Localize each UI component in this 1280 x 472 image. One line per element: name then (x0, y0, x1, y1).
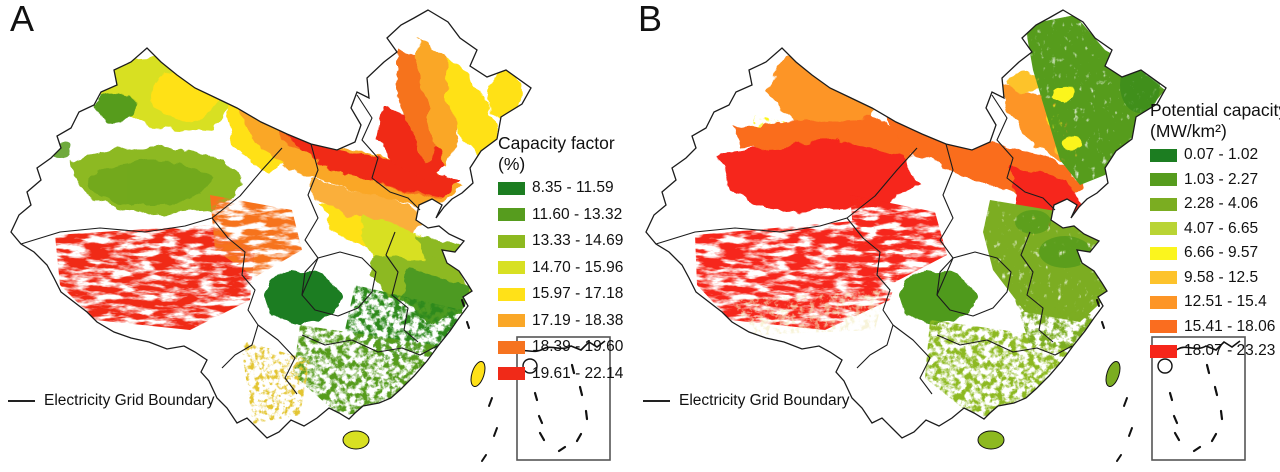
legend-item: 1.03 - 2.27 (1150, 171, 1280, 189)
legend-potential-capacity: Potential capacity (MW/km²) 0.07 - 1.02 … (1150, 100, 1280, 367)
legend-swatch (498, 181, 525, 195)
legend-swatch (498, 367, 525, 381)
legend-capacity-factor: Capacity factor (%) 8.35 - 11.59 11.60 -… (498, 133, 638, 391)
map-potential-capacity (645, 9, 1247, 462)
legend-swatch (1150, 271, 1177, 285)
legend-swatch (498, 261, 525, 275)
boundary-line-symbol (643, 400, 670, 402)
legend-item: 15.97 - 17.18 (498, 285, 638, 303)
legend-swatch (498, 314, 525, 328)
legend-item: 19.61 - 22.14 (498, 365, 638, 383)
legend-item: 8.35 - 11.59 (498, 179, 638, 197)
legend-title: Potential capacity (MW/km²) (1150, 100, 1280, 141)
legend-swatch (498, 340, 525, 354)
legend-item: 12.51 - 15.4 (1150, 293, 1280, 311)
legend-swatch (498, 287, 525, 301)
legend-swatch (1150, 222, 1177, 236)
legend-item: 4.07 - 6.65 (1150, 220, 1280, 238)
legend-item: 18.07 - 23.23 (1150, 342, 1280, 360)
boundary-label: Electricity Grid Boundary (44, 392, 215, 409)
legend-swatch (1150, 295, 1177, 309)
legend-item: 0.07 - 1.02 (1150, 146, 1280, 164)
legend-swatch (498, 208, 525, 222)
legend-item: 14.70 - 15.96 (498, 259, 638, 277)
legend-item: 2.28 - 4.06 (1150, 195, 1280, 213)
grid-boundary-key: Electricity Grid Boundary (8, 392, 215, 410)
grid-boundary-key: Electricity Grid Boundary (643, 392, 850, 410)
legend-title: Capacity factor (%) (498, 133, 615, 174)
legend-item: 13.33 - 14.69 (498, 232, 638, 250)
legend-item: 17.19 - 18.38 (498, 312, 638, 330)
legend-item: 9.58 - 12.5 (1150, 269, 1280, 287)
legend-item: 11.60 - 13.32 (498, 206, 638, 224)
legend-item: 15.41 - 18.06 (1150, 318, 1280, 336)
boundary-line-symbol (8, 400, 35, 402)
map-capacity-factor (10, 9, 612, 462)
boundary-label: Electricity Grid Boundary (679, 392, 850, 409)
legend-swatch (1150, 148, 1177, 162)
legend-swatch (1150, 197, 1177, 211)
legend-item: 6.66 - 9.57 (1150, 244, 1280, 262)
legend-swatch (1150, 320, 1177, 334)
legend-swatch (1150, 246, 1177, 260)
panel-b-label: B (638, 0, 663, 39)
legend-swatch (1150, 173, 1177, 187)
panel-a-label: A (10, 0, 35, 39)
legend-item: 18.39 - 19.60 (498, 338, 638, 356)
legend-swatch (498, 234, 525, 248)
legend-swatch (1150, 344, 1177, 358)
